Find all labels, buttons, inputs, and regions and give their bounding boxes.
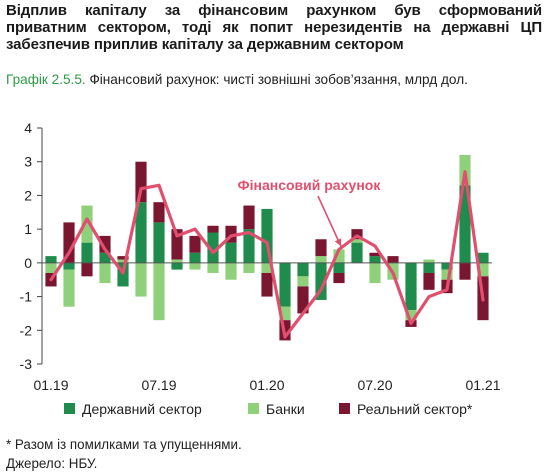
bar bbox=[315, 256, 327, 263]
bar bbox=[81, 262, 93, 277]
bar bbox=[45, 256, 57, 263]
bar bbox=[63, 222, 75, 263]
bar bbox=[225, 225, 237, 243]
bar bbox=[315, 262, 327, 300]
bar bbox=[81, 242, 93, 263]
bar bbox=[261, 208, 273, 263]
bar bbox=[153, 222, 165, 263]
bar bbox=[135, 202, 147, 263]
headline: Відплив капіталу за фінансовим рахунком … bbox=[6, 2, 542, 53]
legend-label: Реальний сектор* bbox=[357, 401, 473, 417]
bar bbox=[189, 262, 201, 270]
chart-number: Графік 2.5.5. bbox=[6, 72, 86, 87]
bar bbox=[315, 239, 327, 257]
legend-swatch bbox=[64, 403, 75, 414]
bar bbox=[153, 202, 165, 223]
bar bbox=[171, 259, 183, 263]
bar bbox=[81, 205, 93, 243]
bar bbox=[63, 262, 75, 270]
y-tick-label: -1 bbox=[20, 289, 33, 305]
annotation-arrow bbox=[317, 195, 342, 247]
bar bbox=[45, 262, 57, 273]
y-tick-label: 1 bbox=[24, 221, 32, 237]
bar bbox=[459, 262, 471, 280]
bar bbox=[99, 252, 111, 263]
bar bbox=[423, 262, 435, 273]
bar bbox=[333, 272, 345, 284]
bar bbox=[459, 185, 471, 263]
legend-label: Банки bbox=[266, 401, 305, 417]
bar bbox=[225, 242, 237, 263]
bar bbox=[405, 262, 417, 311]
bar bbox=[261, 262, 273, 273]
bar bbox=[423, 272, 435, 290]
bar bbox=[477, 252, 489, 263]
y-tick-label: -3 bbox=[20, 356, 33, 372]
x-tick-label: 01.20 bbox=[249, 377, 284, 393]
footnote-source: Джерело: НБУ. bbox=[6, 456, 98, 471]
bar bbox=[279, 306, 291, 321]
y-tick-label: -2 bbox=[20, 322, 33, 338]
bar bbox=[369, 256, 381, 263]
bar bbox=[441, 269, 453, 280]
bar bbox=[117, 256, 129, 260]
bar bbox=[333, 249, 345, 263]
bar bbox=[351, 242, 363, 263]
financial-account-line bbox=[49, 170, 485, 339]
bar bbox=[297, 286, 309, 314]
bar bbox=[351, 229, 363, 240]
bar bbox=[423, 259, 435, 263]
legend-swatch bbox=[248, 403, 259, 414]
bar bbox=[387, 256, 399, 263]
bar bbox=[243, 262, 255, 273]
bar bbox=[333, 262, 345, 273]
footnote-note: * Разом із помилками та упущеннями. bbox=[6, 437, 242, 452]
bar bbox=[225, 262, 237, 280]
bar bbox=[117, 259, 129, 263]
line-annotation: Фінансовий рахунок bbox=[238, 177, 382, 193]
y-tick-label: 4 bbox=[24, 120, 32, 136]
bar bbox=[189, 235, 201, 253]
bar bbox=[441, 262, 453, 270]
x-tick-label: 07.19 bbox=[141, 377, 176, 393]
legend-swatch bbox=[339, 403, 350, 414]
bar bbox=[189, 252, 201, 263]
bar bbox=[63, 269, 75, 307]
annotation-arrowhead bbox=[334, 238, 342, 247]
bar bbox=[207, 225, 219, 233]
y-tick-label: 0 bbox=[24, 255, 32, 271]
x-tick-label: 01.21 bbox=[465, 377, 500, 393]
bar bbox=[351, 239, 363, 243]
bar bbox=[405, 310, 417, 321]
chart-caption-text: Фінансовий рахунок: чисті зовнішні зобов… bbox=[85, 72, 468, 87]
bar bbox=[261, 272, 273, 297]
chart-caption: Графік 2.5.5. Фінансовий рахунок: чисті … bbox=[6, 71, 542, 88]
x-tick-label: 01.19 bbox=[33, 377, 68, 393]
bar bbox=[297, 276, 309, 287]
x-tick-label: 07.20 bbox=[357, 377, 392, 393]
bar bbox=[297, 262, 309, 277]
bar bbox=[171, 262, 183, 270]
bar bbox=[135, 262, 147, 297]
bar bbox=[459, 154, 471, 186]
bar bbox=[135, 161, 147, 203]
bar bbox=[153, 262, 165, 321]
bar bbox=[207, 262, 219, 273]
bar bbox=[243, 229, 255, 263]
bar bbox=[171, 229, 183, 260]
y-tick-label: 3 bbox=[24, 154, 32, 170]
bar bbox=[369, 262, 381, 284]
bar bbox=[369, 252, 381, 257]
bar bbox=[99, 262, 111, 284]
bar bbox=[477, 262, 489, 277]
bar bbox=[117, 262, 129, 287]
bar bbox=[243, 205, 255, 230]
bar bbox=[99, 235, 111, 253]
bar bbox=[207, 232, 219, 263]
y-tick-label: 2 bbox=[24, 187, 32, 203]
legend-label: Державний сектор bbox=[82, 401, 202, 417]
bar bbox=[279, 262, 291, 307]
